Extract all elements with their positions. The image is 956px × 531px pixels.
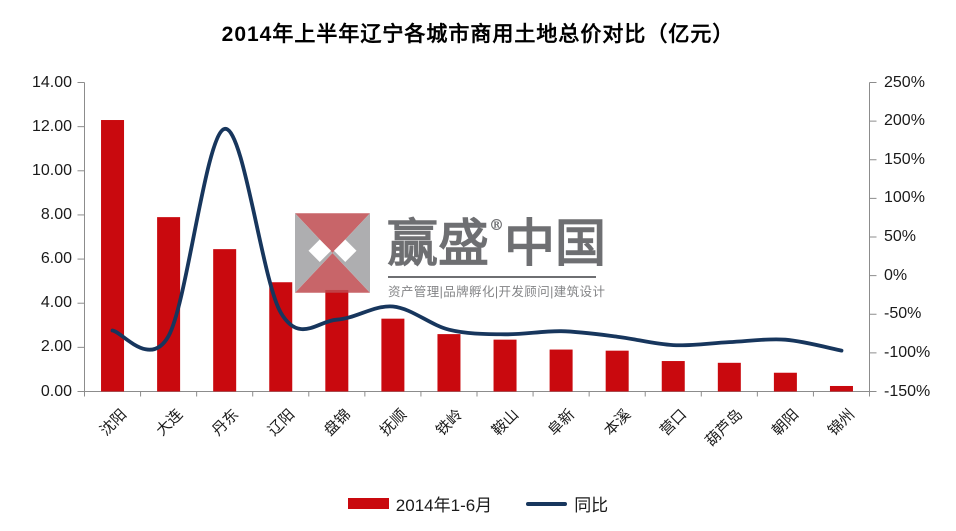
yoy-line xyxy=(110,127,844,353)
watermark-brand: 赢盛®中国 xyxy=(387,214,606,274)
chart-title: 2014年上半年辽宁各城市商用土地总价对比（亿元） xyxy=(221,23,735,46)
left-axis-tick-label: 8.00 xyxy=(40,205,72,223)
bar-盘锦 xyxy=(325,289,349,392)
brand-left: 赢盛 xyxy=(387,214,490,274)
legend-bar-label: 2014年1-6月 xyxy=(395,496,493,515)
legend: 2014年1-6月 同比 xyxy=(0,491,956,516)
bar-丹东 xyxy=(213,249,237,392)
right-axis-tick-label: 200% xyxy=(884,112,925,130)
legend-line-label: 同比 xyxy=(574,496,609,515)
bar-锦州 xyxy=(829,385,853,392)
left-axis-tick-label: 6.00 xyxy=(40,250,72,268)
bar-series-swatch-icon xyxy=(347,498,389,509)
left-axis-tick-label: 12.00 xyxy=(31,117,72,135)
bar-铁岭 xyxy=(437,334,461,392)
watermark-tagline: 资产管理|品牌孵化|开发顾问|建筑设计 xyxy=(388,285,606,299)
legend-item-line: 同比 xyxy=(526,491,608,516)
emblem-diamond-left xyxy=(308,239,331,262)
bar-大连 xyxy=(157,217,181,392)
left-axis-tick-label: 2.00 xyxy=(40,338,72,356)
left-axis-tick-label: 4.00 xyxy=(40,294,72,312)
watermark-logo: 赢盛®中国 资产管理|品牌孵化|开发顾问|建筑设计 xyxy=(295,213,606,299)
right-axis-tick-label: 250% xyxy=(884,73,925,91)
emblem-diamond-right xyxy=(334,239,357,262)
registered-mark: ® xyxy=(489,216,505,234)
legend-item-bars: 2014年1-6月 xyxy=(347,491,493,516)
emblem-top-triangle xyxy=(295,213,370,253)
watermark-divider xyxy=(388,276,596,278)
bar-营口 xyxy=(661,361,685,392)
left-axis-tick-label: 10.00 xyxy=(31,161,72,179)
bar-鞍山 xyxy=(493,339,517,392)
right-axis-tick-label: -150% xyxy=(884,382,931,400)
right-axis-tick-label: 100% xyxy=(884,189,925,207)
line-series-swatch-icon xyxy=(526,501,568,506)
right-axis-tick-label: 150% xyxy=(884,150,925,168)
emblem-bottom-triangle xyxy=(295,253,370,293)
bar-葫芦岛 xyxy=(717,362,741,392)
watermark-emblem-icon xyxy=(295,213,370,293)
bar-阜新 xyxy=(549,349,573,392)
right-axis-tick-label: -100% xyxy=(884,343,931,361)
brand-right: 中国 xyxy=(504,214,607,274)
left-axis-tick-label: 0.00 xyxy=(40,382,72,400)
bar-抚顺 xyxy=(381,318,405,392)
bar-朝阳 xyxy=(773,372,797,392)
bar-辽阳 xyxy=(269,282,293,392)
bar-本溪 xyxy=(605,350,629,392)
bar-沈阳 xyxy=(101,120,125,392)
right-axis-tick-label: 0% xyxy=(884,266,908,284)
left-axis-tick-label: 14.00 xyxy=(31,73,72,91)
right-axis-tick-label: 50% xyxy=(884,228,917,245)
right-axis-tick-label: -50% xyxy=(884,305,922,323)
